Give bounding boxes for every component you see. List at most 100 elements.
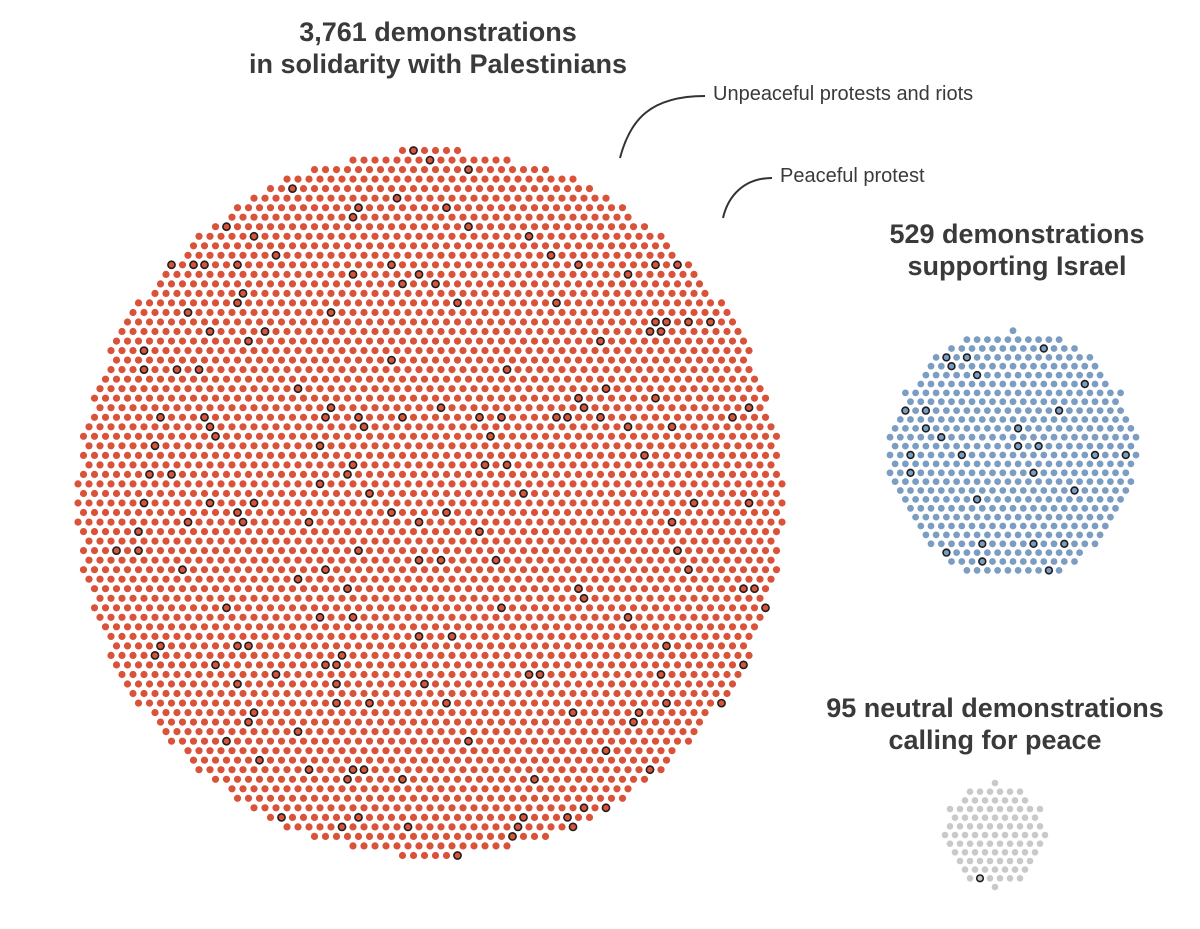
palestinian-peaceful-dot	[684, 680, 693, 688]
palestinian-peaceful-dot	[398, 489, 407, 498]
palestinian-peaceful-dot	[332, 813, 341, 822]
palestinian-unpeaceful-dot	[348, 765, 358, 775]
palestinian-unpeaceful-dot	[623, 422, 633, 432]
palestinian-peaceful-dot	[657, 404, 665, 412]
palestinian-peaceful-dot	[288, 642, 297, 650]
palestinian-peaceful-dot	[178, 470, 187, 478]
israel-peaceful-dot	[1071, 362, 1078, 370]
palestinian-peaceful-dot	[437, 461, 445, 469]
israel-peaceful-dot	[1112, 398, 1119, 406]
palestinian-unpeaceful-dot	[508, 832, 517, 841]
palestinian-peaceful-dot	[558, 518, 566, 526]
palestinian-peaceful-dot	[382, 194, 390, 202]
palestinian-peaceful-dot	[294, 194, 302, 202]
palestinian-peaceful-dot	[607, 718, 616, 726]
palestinian-peaceful-dot	[272, 613, 280, 621]
palestinian-peaceful-dot	[613, 251, 621, 259]
palestinian-unpeaceful-dot	[249, 708, 259, 717]
palestinian-peaceful-dot	[552, 223, 561, 231]
palestinian-peaceful-dot	[750, 623, 759, 631]
palestinian-peaceful-dot	[508, 394, 517, 402]
palestinian-peaceful-dot	[646, 308, 654, 317]
israel-unpeaceful-dot	[1080, 379, 1090, 389]
palestinian-peaceful-dot	[376, 413, 385, 421]
palestinian-peaceful-dot	[497, 166, 506, 174]
israel-peaceful-dot	[968, 380, 976, 388]
palestinian-peaceful-dot	[415, 213, 423, 221]
palestinian-peaceful-dot	[558, 213, 566, 221]
palestinian-peaceful-dot	[717, 680, 726, 688]
palestinian-peaceful-dot	[189, 528, 198, 536]
palestinian-peaceful-dot	[90, 413, 99, 421]
israel-peaceful-dot	[978, 522, 986, 530]
palestinian-peaceful-dot	[156, 585, 165, 593]
palestinian-peaceful-dot	[481, 709, 489, 717]
palestinian-peaceful-dot	[310, 604, 319, 612]
israel-peaceful-dot	[978, 380, 986, 388]
palestinian-peaceful-dot	[596, 642, 605, 650]
israel-unpeaceful-dot	[901, 406, 910, 415]
palestinian-peaceful-dot	[156, 661, 165, 669]
palestinian-peaceful-dot	[580, 327, 588, 336]
palestinian-peaceful-dot	[635, 728, 643, 736]
palestinian-peaceful-dot	[497, 451, 506, 459]
palestinian-peaceful-dot	[184, 480, 192, 488]
palestinian-peaceful-dot	[398, 242, 407, 250]
israel-peaceful-dot	[968, 504, 976, 512]
palestinian-peaceful-dot	[475, 375, 484, 383]
palestinian-peaceful-dot	[255, 299, 264, 307]
palestinian-peaceful-dot	[349, 499, 357, 507]
palestinian-peaceful-dot	[431, 451, 440, 459]
palestinian-peaceful-dot	[316, 251, 324, 259]
palestinian-peaceful-dot	[563, 280, 572, 288]
palestinian-peaceful-dot	[475, 318, 484, 326]
palestinian-peaceful-dot	[316, 270, 324, 278]
palestinian-peaceful-dot	[277, 661, 286, 669]
palestinian-peaceful-dot	[475, 661, 484, 669]
palestinian-peaceful-dot	[464, 718, 473, 726]
palestinian-peaceful-dot	[761, 394, 770, 402]
palestinian-peaceful-dot	[607, 337, 616, 345]
palestinian-peaceful-dot	[701, 461, 709, 469]
palestinian-peaceful-dot	[602, 651, 610, 660]
israel-peaceful-dot	[1014, 513, 1022, 521]
palestinian-peaceful-dot	[189, 508, 198, 517]
palestinian-peaceful-dot	[85, 423, 93, 431]
palestinian-peaceful-dot	[299, 508, 308, 517]
palestinian-peaceful-dot	[387, 204, 396, 212]
palestinian-peaceful-dot	[195, 613, 203, 621]
palestinian-peaceful-dot	[393, 366, 401, 374]
palestinian-peaceful-dot	[547, 594, 555, 602]
israel-peaceful-dot	[1014, 460, 1022, 468]
palestinian-peaceful-dot	[349, 632, 357, 641]
palestinian-peaceful-dot	[305, 175, 313, 183]
palestinian-peaceful-dot	[140, 442, 148, 450]
palestinian-unpeaceful-dot	[194, 365, 204, 374]
peace-peaceful-dot	[1016, 875, 1024, 882]
israel-peaceful-dot	[989, 380, 996, 388]
palestinian-peaceful-dot	[332, 166, 341, 174]
palestinian-peaceful-dot	[118, 537, 126, 545]
palestinian-peaceful-dot	[398, 261, 407, 269]
israel-peaceful-dot	[1014, 496, 1022, 503]
palestinian-peaceful-dot	[640, 470, 649, 478]
palestinian-peaceful-dot	[255, 337, 264, 345]
palestinian-peaceful-dot	[607, 775, 616, 783]
palestinian-peaceful-dot	[668, 442, 676, 450]
palestinian-peaceful-dot	[580, 308, 588, 317]
palestinian-peaceful-dot	[420, 585, 429, 593]
palestinian-peaceful-dot	[338, 442, 346, 450]
palestinian-peaceful-dot	[525, 766, 533, 774]
israel-peaceful-dot	[973, 549, 981, 556]
palestinian-unpeaceful-dot	[403, 822, 413, 832]
palestinian-peaceful-dot	[695, 451, 704, 459]
palestinian-peaceful-dot	[558, 766, 566, 774]
palestinian-peaceful-dot	[750, 470, 759, 478]
palestinian-peaceful-dot	[607, 470, 616, 478]
palestinian-peaceful-dot	[415, 537, 423, 545]
palestinian-peaceful-dot	[580, 461, 588, 469]
palestinian-peaceful-dot	[360, 556, 368, 564]
palestinian-peaceful-dot	[585, 794, 594, 802]
palestinian-peaceful-dot	[668, 632, 676, 641]
palestinian-peaceful-dot	[486, 794, 495, 802]
